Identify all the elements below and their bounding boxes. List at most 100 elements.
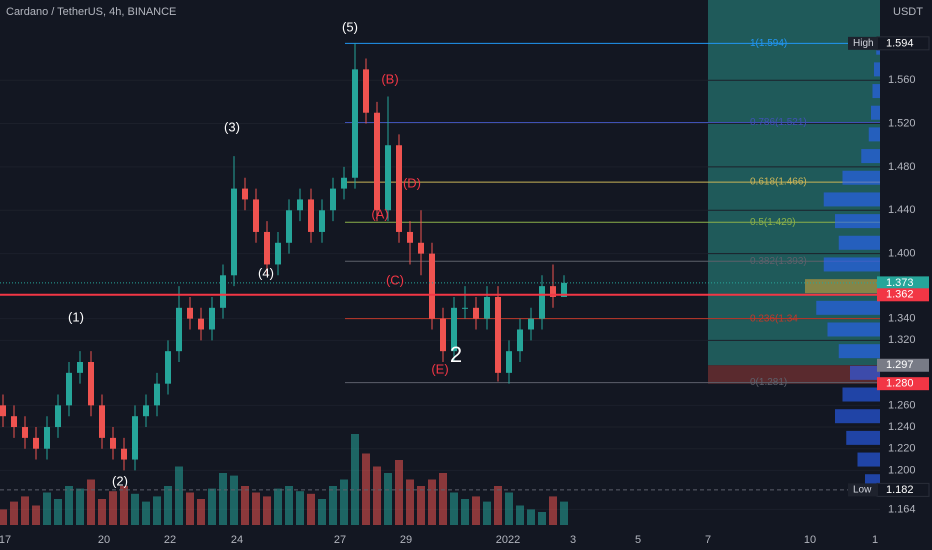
volume-profile-bar: [846, 430, 880, 445]
candle-body: [517, 329, 523, 352]
fib-label: 0.236(1.34: [750, 313, 798, 324]
volume-bar: [109, 491, 117, 525]
fib-label: 0.382(1.393): [750, 256, 807, 267]
candle-body: [121, 448, 127, 460]
volume-bar: [417, 486, 425, 525]
volume-profile-bar: [872, 84, 880, 99]
candle-body: [66, 372, 72, 406]
fib-label: 0(1.281): [750, 377, 787, 388]
volume-bar: [274, 488, 282, 525]
candle-body: [44, 427, 50, 449]
candle-body: [363, 69, 369, 113]
volume-bar: [219, 473, 227, 525]
wave-label: 2: [450, 342, 462, 367]
volume-bar: [10, 501, 18, 525]
volume-bar: [230, 475, 238, 525]
candle-body: [440, 318, 446, 352]
volume-bar: [505, 492, 513, 525]
wave-label: (1): [68, 309, 84, 324]
volume-bar: [153, 496, 161, 525]
x-tick-label: 17: [0, 534, 11, 546]
fib-label: 0.786(1.521): [750, 117, 807, 128]
candle-body: [143, 405, 149, 417]
candle-body: [539, 286, 545, 319]
y-tick-label: 1.480: [888, 161, 916, 173]
volume-bar: [538, 512, 546, 525]
candle-body: [550, 286, 556, 297]
volume-bar: [98, 499, 106, 525]
x-tick-label: 22: [164, 534, 176, 546]
y-tick-label: 1.520: [888, 117, 916, 129]
zone: [708, 365, 880, 384]
volume-bar: [208, 488, 216, 525]
y-tick-label: 1.240: [888, 421, 916, 433]
x-tick-label: 1: [872, 534, 878, 546]
volume-bar: [560, 501, 568, 525]
volume-bar: [0, 509, 7, 525]
volume-bar: [527, 509, 535, 525]
candle-body: [385, 145, 391, 211]
candle-body: [352, 69, 358, 178]
price-tag-label: Low: [853, 485, 872, 496]
price-badge-label: 1.362: [886, 289, 914, 301]
price-tag: [848, 36, 878, 50]
volume-bar: [384, 473, 392, 525]
candle-body: [451, 307, 457, 352]
candle-body: [33, 437, 39, 449]
price-badge: [877, 288, 929, 302]
volume-profile-bar: [850, 365, 880, 380]
y-tick-label: 1.260: [888, 399, 916, 411]
volume-bar: [395, 460, 403, 525]
volume-profile-bar: [816, 300, 880, 315]
x-tick-label: 29: [400, 534, 412, 546]
candle-body: [176, 307, 182, 352]
candle-body: [319, 210, 325, 232]
candle-body: [275, 242, 281, 265]
wave-label: (5): [342, 19, 358, 34]
volume-profile-bar: [827, 322, 880, 337]
volume-profile-bar: [823, 257, 880, 272]
volume-bar: [186, 492, 194, 525]
candle-body: [55, 405, 61, 428]
volume-bar: [87, 479, 95, 525]
chart-title: Cardano / TetherUS, 4h, BINANCE: [6, 6, 176, 18]
price-badge-label: 1.297: [886, 359, 914, 371]
volume-bar: [241, 486, 249, 525]
volume-bar: [296, 491, 304, 525]
volume-bar: [428, 479, 436, 525]
candle-body: [198, 318, 204, 330]
candle-body: [341, 177, 347, 189]
wave-label: (A): [371, 206, 388, 221]
price-badge-label: 1.280: [886, 378, 914, 390]
volume-bar: [351, 434, 359, 525]
x-tick-label: 24: [231, 534, 243, 546]
candle-body: [11, 416, 17, 428]
price-badge-label: 1.594: [886, 37, 914, 49]
candle-body: [484, 296, 490, 319]
wave-label: (C): [386, 272, 404, 287]
volume-profile-bar: [823, 192, 880, 207]
x-tick-label: 3: [570, 534, 576, 546]
wave-label: (E): [431, 361, 448, 376]
y-tick-label: 1.340: [888, 313, 916, 325]
volume-bar: [340, 479, 348, 525]
volume-profile-bar: [838, 344, 880, 359]
y-tick-label: 1.560: [888, 74, 916, 86]
candle-body: [154, 383, 160, 406]
volume-bar: [483, 501, 491, 525]
candle-body: [187, 307, 193, 319]
y-tick-label: 1.320: [888, 334, 916, 346]
candle-body: [429, 253, 435, 319]
volume-bar: [373, 466, 381, 525]
candle-body: [374, 112, 380, 211]
volume-bar: [461, 499, 469, 525]
y-tick-label: 1.200: [888, 464, 916, 476]
candle-body: [330, 188, 336, 211]
y-tick-label: 1.440: [888, 204, 916, 216]
wave-label: (3): [224, 119, 240, 134]
candle-body: [286, 210, 292, 243]
x-tick-label: 7: [705, 534, 711, 546]
candle-body: [264, 231, 270, 265]
